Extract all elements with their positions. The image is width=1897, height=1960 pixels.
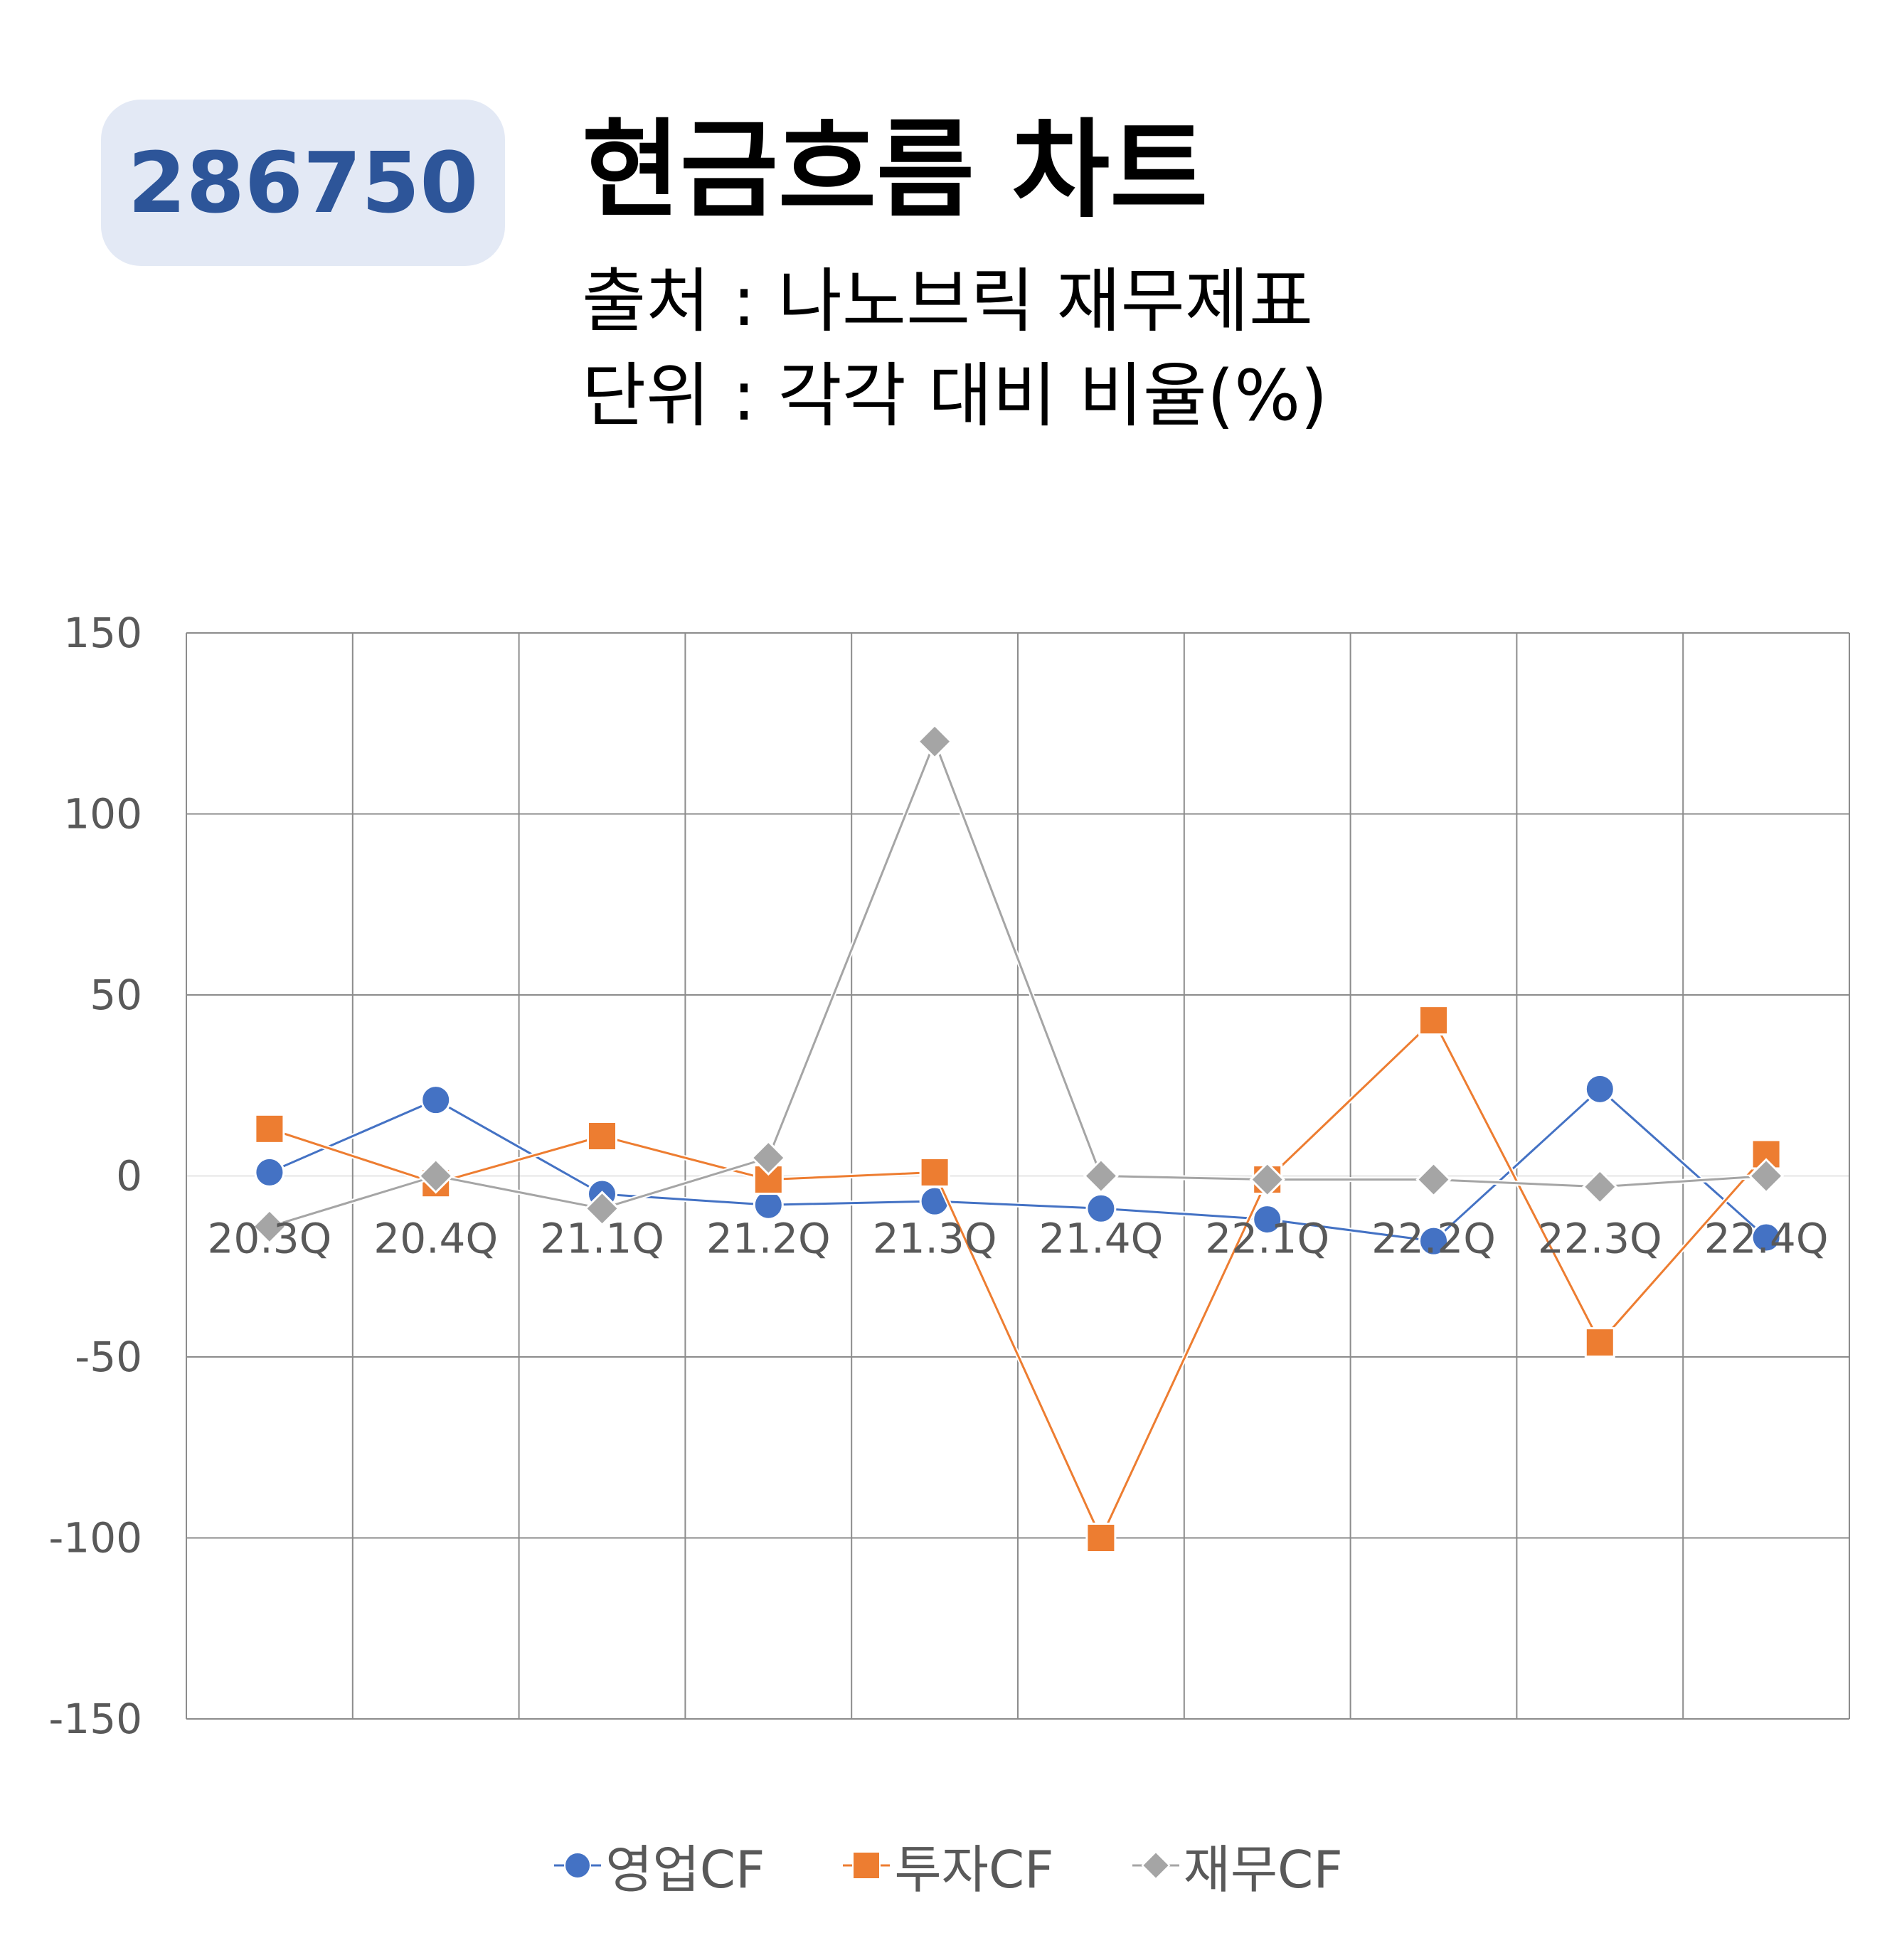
data-point-circle [1252,1204,1283,1235]
unit-note: 단위 : 각각 대비 비율(%) [582,356,1328,437]
data-point-diamond [1582,1168,1618,1205]
series-1 [254,1073,1782,1257]
y-tick-label: -150 [48,1695,142,1743]
data-point-square [919,1156,950,1188]
y-tick-label: 0 [116,1152,142,1200]
x-tick-label: 20.4Q [373,1215,498,1263]
data-point-diamond [1748,1158,1785,1194]
data-point-square [1418,1005,1449,1036]
legend-item-operating: 영업CF [554,1828,765,1902]
legend-marker-square-icon [843,1850,891,1880]
x-tick-label: 22.4Q [1704,1215,1829,1263]
data-point-diamond [1415,1161,1452,1198]
y-axis: 150 100 50 0 -50 -100 -150 [48,609,142,1743]
y-tick-label: 50 [90,971,142,1019]
series-line [269,740,1767,1228]
data-point-square [1584,1327,1615,1358]
legend-label-financing: 재무CF [1183,1840,1343,1900]
data-point-square [1085,1523,1117,1553]
data-point-circle [1418,1225,1449,1257]
data-point-diamond [251,1208,288,1245]
chart-series [251,723,1785,1553]
data-point-diamond [1249,1161,1285,1198]
data-point-square [1750,1139,1782,1170]
stock-code-badge: 286750 [101,100,505,266]
legend-marker-circle-icon [554,1851,602,1879]
y-tick-label: -50 [75,1333,142,1381]
y-tick-label: 100 [63,790,142,838]
data-point-diamond [750,1139,787,1176]
legend-marker-diamond-icon [1132,1850,1179,1880]
data-point-square [254,1113,285,1144]
legend-item-investing: 투자CF [843,1828,1054,1902]
x-tick-label: 22.2Q [1371,1215,1496,1263]
data-point-circle [1584,1073,1615,1104]
source-note: 출처 : 나노브릭 재무제표 [582,261,1314,342]
data-point-square [587,1121,617,1152]
data-point-diamond [1083,1158,1120,1194]
legend-item-financing: 재무CF [1132,1828,1343,1902]
data-point-circle [1085,1193,1117,1224]
x-tick-label: 22.1Q [1205,1215,1329,1263]
legend-label-operating: 영업CF [605,1840,765,1900]
data-point-circle [1750,1222,1782,1253]
series-3 [251,723,1785,1245]
x-tick-label: 21.2Q [706,1215,831,1263]
chart-title: 현금흐름 차트 [582,109,1208,233]
chart-legend: 영업CF 투자CF 재무CF [0,1828,1897,1902]
y-tick-label: 150 [63,609,142,657]
data-point-circle [254,1156,285,1188]
x-tick-label: 21.4Q [1039,1215,1164,1263]
x-tick-label: 21.3Q [873,1215,997,1263]
data-point-diamond [916,723,953,760]
data-point-diamond [418,1158,454,1194]
y-tick-label: -100 [48,1514,142,1562]
data-point-circle [420,1085,452,1116]
x-axis: 20.3Q 20.4Q 21.1Q 21.2Q 21.3Q 21.4Q 22.1Q 22.2Q… [208,1215,1829,1263]
series-line [269,1087,1768,1242]
x-tick-label: 21.1Q [540,1215,664,1263]
data-point-diamond [584,1191,620,1227]
x-tick-label: 22.3Q [1538,1215,1662,1263]
legend-label-investing: 투자CF [894,1840,1054,1900]
x-tick-label: 20.3Q [208,1215,332,1263]
